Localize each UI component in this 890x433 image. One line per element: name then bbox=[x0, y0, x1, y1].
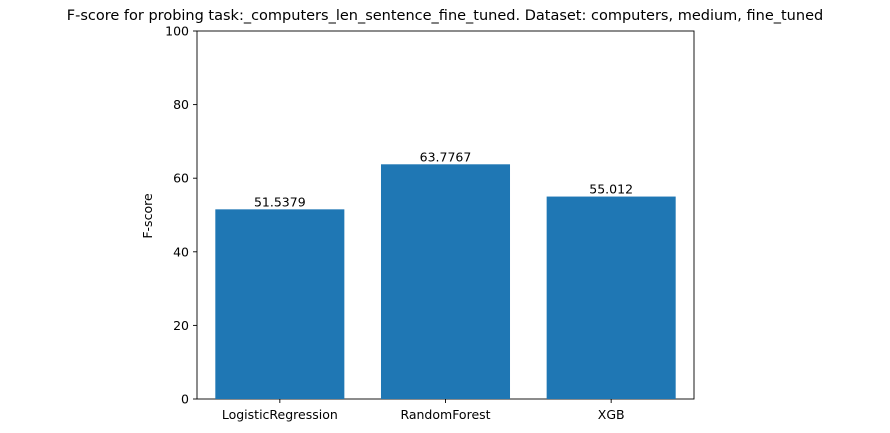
data-label: 51.5379 bbox=[254, 194, 306, 209]
y-tick-label: 40 bbox=[173, 244, 189, 259]
y-tick-label: 100 bbox=[165, 24, 189, 39]
y-tick-label: 0 bbox=[181, 392, 189, 407]
y-axis-label: F-score bbox=[140, 193, 155, 239]
bars bbox=[215, 164, 676, 399]
x-axis: LogisticRegression RandomForest XGB bbox=[222, 399, 625, 422]
data-label: 63.7767 bbox=[420, 149, 472, 164]
x-tick-label: XGB bbox=[598, 407, 625, 422]
y-tick-label: 80 bbox=[173, 97, 189, 112]
y-tick-label: 60 bbox=[173, 171, 189, 186]
bar-logisticregression bbox=[215, 209, 345, 399]
y-tick-label: 20 bbox=[173, 318, 189, 333]
data-label: 55.012 bbox=[589, 182, 633, 197]
chart-title: F-score for probing task:_computers_len_… bbox=[67, 8, 823, 24]
x-tick-label: RandomForest bbox=[400, 407, 490, 422]
bar-xgb bbox=[546, 196, 676, 399]
bar-randomforest bbox=[380, 164, 511, 399]
data-labels: 51.5379 63.7767 55.012 bbox=[254, 149, 633, 209]
x-tick-label: LogisticRegression bbox=[222, 407, 338, 422]
y-axis: 0 20 40 60 80 100 bbox=[165, 24, 197, 407]
